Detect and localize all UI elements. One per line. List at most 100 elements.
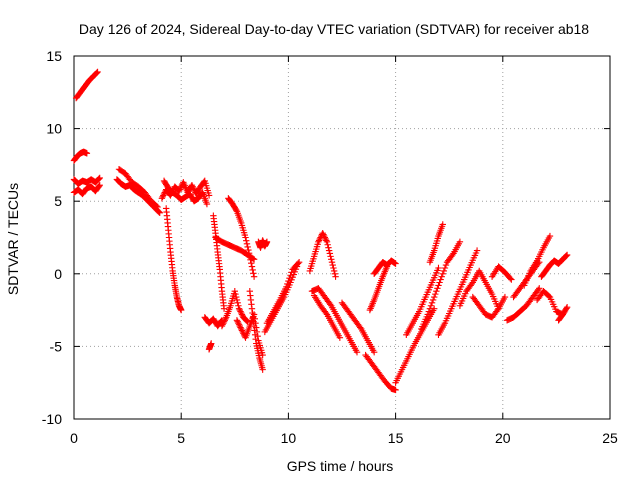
data-point — [329, 261, 336, 269]
data-point — [177, 184, 184, 192]
data-point — [563, 303, 571, 311]
data-point — [235, 302, 242, 309]
data-point — [176, 186, 183, 193]
series-arc-11 — [205, 340, 215, 353]
data-point — [440, 267, 448, 275]
data-point — [236, 306, 244, 314]
series-arc-41 — [555, 303, 571, 324]
data-point — [189, 183, 196, 190]
series-arc-29 — [403, 264, 442, 338]
series-arc-22 — [308, 285, 361, 356]
data-point — [507, 275, 514, 282]
data-point — [322, 235, 329, 243]
data-point — [285, 277, 292, 285]
data-point — [237, 324, 244, 331]
data-point — [158, 195, 166, 202]
data-point — [220, 305, 228, 312]
data-point — [248, 259, 255, 267]
data-point — [208, 340, 215, 347]
data-point — [424, 311, 431, 318]
data-point — [562, 253, 569, 260]
data-point — [435, 282, 442, 289]
data-point — [357, 324, 364, 331]
grid — [74, 56, 610, 419]
series-arc-26 — [370, 257, 399, 277]
y-tick-label: -10 — [42, 411, 62, 427]
x-tick-label: 10 — [281, 430, 297, 446]
data-point — [231, 288, 238, 295]
data-point — [449, 251, 456, 259]
data-point — [442, 261, 450, 269]
data-point — [243, 317, 250, 324]
series-arc-16 — [233, 311, 266, 359]
data-point — [321, 234, 329, 241]
data-point — [439, 221, 446, 228]
series-arc-3 — [70, 174, 103, 187]
series-arc-38 — [521, 232, 554, 289]
data-point — [336, 334, 344, 341]
data-point — [438, 273, 445, 280]
data-point — [83, 150, 91, 157]
data-point — [328, 256, 335, 263]
data-point — [250, 273, 258, 280]
y-tick-label: 5 — [54, 193, 62, 209]
data-point — [220, 318, 228, 325]
data-point — [233, 317, 241, 324]
data-point — [218, 322, 226, 330]
data-point — [242, 234, 249, 241]
data-point — [235, 321, 243, 328]
data-point — [95, 175, 103, 182]
data-point — [327, 301, 334, 308]
data-point — [370, 349, 378, 356]
data-point — [92, 70, 100, 77]
data-point — [316, 235, 324, 243]
series-arc-1 — [72, 68, 101, 102]
series-arc-15 — [218, 288, 251, 330]
series-arc-5 — [113, 176, 163, 217]
data-point — [244, 243, 251, 251]
series-arc-23 — [310, 292, 344, 341]
data-point — [233, 296, 241, 304]
series-arc-24 — [338, 299, 378, 356]
data-point — [154, 203, 161, 211]
axis-ticks — [73, 55, 611, 420]
data-point — [247, 256, 254, 263]
data-point — [323, 238, 331, 246]
data-point — [284, 280, 291, 288]
data-point — [263, 238, 271, 246]
series-arc-8 — [160, 177, 211, 208]
data-point — [392, 386, 399, 394]
data-point — [287, 272, 294, 279]
data-point — [156, 209, 163, 217]
data-point — [425, 308, 433, 315]
data-point — [243, 317, 251, 325]
series-arc-14 — [225, 195, 258, 280]
data-point — [153, 202, 160, 210]
data-point — [430, 293, 438, 301]
series-arc-34 — [469, 293, 509, 321]
data-point — [243, 237, 250, 244]
data-point — [250, 270, 257, 277]
series-arc-20 — [263, 258, 303, 327]
data-point — [221, 317, 228, 324]
data-point — [96, 182, 103, 189]
data-point — [432, 290, 439, 298]
series-arc-30 — [418, 238, 464, 333]
data-point — [295, 258, 303, 266]
series-arc-33 — [456, 267, 502, 312]
data-point — [456, 238, 464, 246]
data-point — [319, 229, 326, 237]
data-point — [320, 232, 328, 240]
data-point — [437, 276, 444, 283]
x-tick-label: 20 — [495, 430, 511, 446]
data-point — [426, 305, 434, 312]
data-point — [320, 231, 327, 238]
data-point — [178, 306, 185, 314]
data-point — [545, 292, 553, 300]
data-point — [536, 285, 543, 292]
data-point — [94, 68, 101, 76]
data-point — [326, 250, 334, 257]
data-point — [286, 274, 293, 282]
series-arc-39 — [538, 251, 571, 280]
data-point — [238, 311, 246, 318]
